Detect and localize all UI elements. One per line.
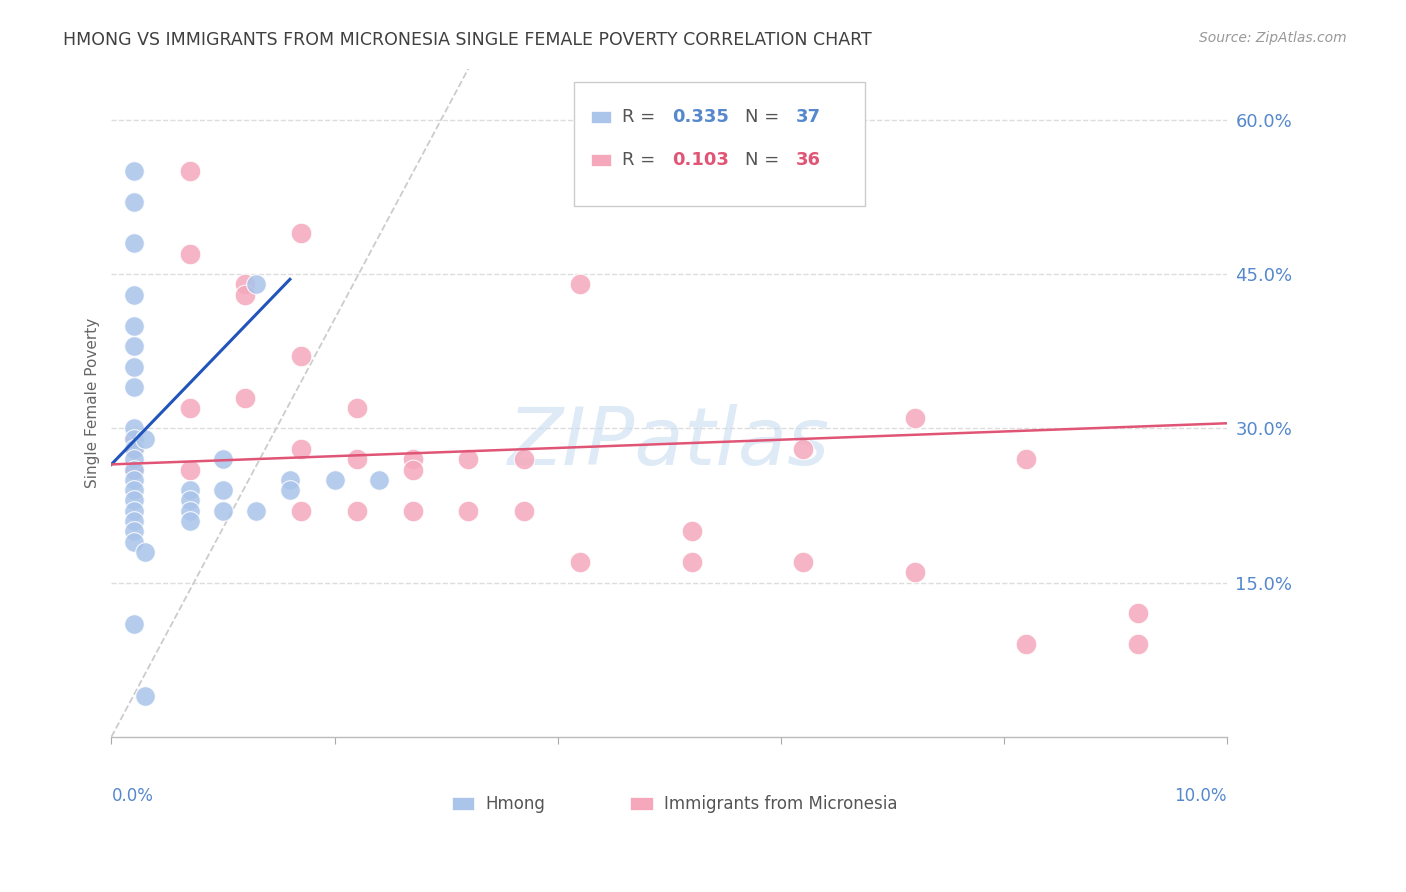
Text: 10.0%: 10.0% [1174, 787, 1227, 805]
FancyBboxPatch shape [451, 797, 474, 811]
Point [122, 318, 145, 333]
Point [179, 483, 201, 497]
Point [122, 195, 145, 210]
Point [122, 473, 145, 487]
Point [233, 287, 256, 301]
Point [122, 442, 145, 456]
Text: 36: 36 [796, 151, 820, 169]
Point [212, 483, 235, 497]
Point [122, 616, 145, 631]
Point [122, 524, 145, 539]
Point [122, 236, 145, 251]
Point [122, 421, 145, 435]
Point [122, 462, 145, 476]
Y-axis label: Single Female Poverty: Single Female Poverty [86, 318, 100, 488]
Text: R =: R = [623, 108, 661, 127]
Text: N =: N = [745, 108, 785, 127]
Point [245, 277, 267, 292]
Point [122, 462, 145, 476]
Point [179, 514, 201, 528]
Point [513, 452, 536, 467]
Point [323, 473, 346, 487]
Text: N =: N = [745, 151, 785, 169]
Text: Immigrants from Micronesia: Immigrants from Micronesia [664, 795, 897, 813]
Point [122, 452, 145, 467]
Point [290, 442, 312, 456]
Point [122, 164, 145, 178]
Text: 0.103: 0.103 [672, 151, 730, 169]
Point [401, 462, 423, 476]
Point [134, 689, 156, 703]
Point [904, 411, 927, 425]
Point [681, 524, 703, 539]
Point [179, 246, 201, 260]
Point [122, 534, 145, 549]
Point [401, 452, 423, 467]
Point [212, 503, 235, 517]
Text: ZIPatlas: ZIPatlas [508, 404, 831, 482]
Point [134, 545, 156, 559]
Point [122, 339, 145, 353]
Point [122, 287, 145, 301]
FancyBboxPatch shape [591, 154, 612, 166]
Text: Hmong: Hmong [485, 795, 546, 813]
Point [457, 452, 479, 467]
FancyBboxPatch shape [575, 82, 865, 205]
Point [122, 442, 145, 456]
Point [1015, 637, 1038, 651]
Point [179, 401, 201, 415]
Point [278, 473, 301, 487]
Point [1126, 607, 1149, 621]
Point [122, 514, 145, 528]
Point [134, 432, 156, 446]
Point [346, 452, 368, 467]
Text: R =: R = [623, 151, 661, 169]
Point [212, 452, 235, 467]
Point [1015, 452, 1038, 467]
Point [290, 503, 312, 517]
Point [681, 555, 703, 569]
Point [368, 473, 391, 487]
Text: HMONG VS IMMIGRANTS FROM MICRONESIA SINGLE FEMALE POVERTY CORRELATION CHART: HMONG VS IMMIGRANTS FROM MICRONESIA SING… [63, 31, 872, 49]
Point [346, 401, 368, 415]
Point [513, 503, 536, 517]
Point [278, 483, 301, 497]
Point [122, 483, 145, 497]
Point [1126, 637, 1149, 651]
Text: 0.0%: 0.0% [111, 787, 153, 805]
Point [245, 503, 267, 517]
Point [122, 503, 145, 517]
Point [569, 555, 592, 569]
Point [792, 555, 814, 569]
Point [179, 493, 201, 508]
Point [346, 503, 368, 517]
Text: 37: 37 [796, 108, 820, 127]
Point [233, 277, 256, 292]
Point [122, 359, 145, 374]
Point [122, 432, 145, 446]
Point [792, 442, 814, 456]
Point [290, 226, 312, 240]
Point [179, 462, 201, 476]
Text: Source: ZipAtlas.com: Source: ZipAtlas.com [1199, 31, 1347, 45]
Point [122, 493, 145, 508]
Text: 0.335: 0.335 [672, 108, 730, 127]
Point [122, 432, 145, 446]
Point [569, 277, 592, 292]
Point [401, 503, 423, 517]
Point [904, 566, 927, 580]
FancyBboxPatch shape [630, 797, 652, 811]
Point [290, 350, 312, 364]
Point [179, 503, 201, 517]
Point [122, 380, 145, 394]
Point [179, 164, 201, 178]
Point [233, 391, 256, 405]
Point [457, 503, 479, 517]
FancyBboxPatch shape [591, 112, 612, 123]
